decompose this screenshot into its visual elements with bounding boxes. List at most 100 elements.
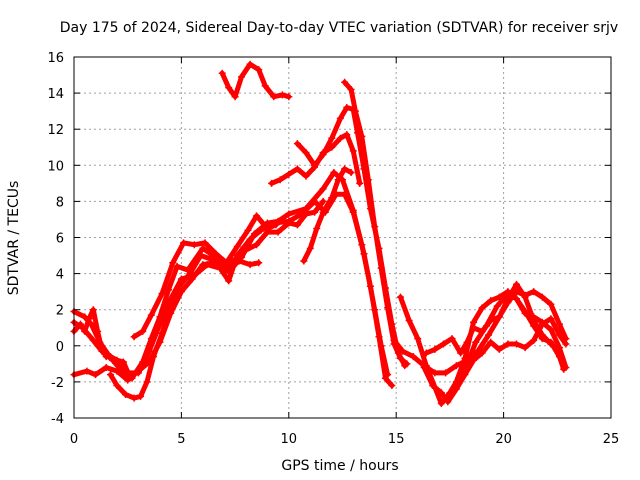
data-point-marker	[311, 163, 319, 171]
data-point-marker	[347, 85, 355, 93]
data-point-marker	[521, 344, 529, 352]
data-point-marker	[244, 226, 252, 234]
data-point-marker	[225, 277, 233, 285]
data-point-marker	[377, 264, 385, 272]
data-point-marker	[253, 241, 261, 249]
data-point-marker	[530, 313, 538, 321]
data-point-marker	[311, 208, 319, 216]
data-point-marker	[173, 262, 181, 270]
data-point-marker	[328, 194, 336, 202]
x-tick-label: 20	[495, 432, 512, 447]
data-point-marker	[461, 354, 469, 362]
data-point-marker	[343, 104, 351, 112]
data-point-marker	[336, 134, 344, 142]
data-point-marker	[319, 197, 327, 205]
data-point-marker	[293, 140, 301, 148]
data-point-marker	[512, 340, 520, 348]
data-point-marker	[504, 288, 512, 296]
x-tick-label: 15	[388, 432, 405, 447]
y-tick-label: 2	[56, 304, 64, 319]
data-point-marker	[246, 235, 254, 243]
data-point-marker	[538, 293, 546, 301]
data-point-marker	[293, 221, 301, 229]
data-point-marker	[227, 262, 235, 270]
data-point-marker	[562, 335, 570, 343]
data-point-marker	[201, 239, 209, 247]
data-point-marker	[89, 336, 97, 344]
x-axis-ticks: 0 5 10 15 20 25	[70, 57, 619, 447]
data-point-marker	[470, 318, 478, 326]
data-point-marker	[341, 165, 349, 173]
data-point-marker	[285, 170, 293, 178]
data-point-marker	[180, 239, 188, 247]
series-line	[453, 289, 569, 385]
data-point-marker	[512, 295, 520, 303]
data-point-marker	[285, 210, 293, 218]
series-line	[269, 132, 363, 186]
data-point-marker	[470, 356, 478, 364]
y-tick-label: 10	[47, 159, 64, 174]
series-line	[391, 281, 562, 376]
series-line	[71, 191, 395, 388]
data-point-marker	[145, 347, 153, 355]
data-point-marker	[457, 349, 465, 357]
data-point-marker	[81, 313, 89, 321]
data-point-marker	[134, 367, 142, 375]
data-point-marker	[302, 172, 310, 180]
data-point-marker	[334, 176, 342, 184]
x-tick-label: 5	[177, 432, 185, 447]
data-point-marker	[461, 371, 469, 379]
data-point-marker	[147, 311, 155, 319]
data-point-marker	[199, 244, 207, 252]
data-point-marker	[137, 392, 145, 400]
series-line	[71, 198, 326, 383]
data-point-marker	[268, 179, 276, 187]
data-point-marker	[263, 224, 271, 232]
data-point-marker	[246, 60, 254, 68]
data-point-marker	[396, 293, 404, 301]
series-line	[421, 316, 569, 405]
y-tick-label: 14	[47, 87, 64, 102]
data-point-marker	[261, 82, 269, 90]
data-point-marker	[231, 93, 239, 101]
data-point-marker	[495, 345, 503, 353]
data-point-marker	[487, 317, 495, 325]
data-point-marker	[431, 345, 439, 353]
data-point-marker	[278, 91, 286, 99]
y-tick-label: -4	[51, 412, 64, 427]
data-point-marker	[555, 320, 563, 328]
data-point-marker	[270, 93, 278, 101]
data-point-marker	[409, 353, 417, 361]
series-track-5	[130, 212, 280, 341]
data-point-marker	[431, 369, 439, 377]
series-track-6	[70, 306, 134, 380]
data-point-marker	[381, 374, 389, 382]
data-point-marker	[375, 333, 383, 341]
data-point-marker	[218, 69, 226, 77]
data-point-marker	[319, 149, 327, 157]
data-point-marker	[156, 320, 164, 328]
data-point-marker	[388, 382, 396, 390]
data-point-marker	[448, 335, 456, 343]
data-point-marker	[300, 257, 308, 265]
data-point-marker	[422, 349, 430, 357]
data-point-marker	[197, 252, 205, 260]
grid-layer	[74, 57, 611, 418]
data-point-marker	[246, 261, 254, 269]
data-point-marker	[358, 132, 366, 140]
data-point-marker	[485, 331, 493, 339]
data-point-marker	[143, 378, 151, 386]
data-point-marker	[319, 208, 327, 216]
data-point-marker	[547, 315, 555, 323]
data-point-marker	[399, 347, 407, 355]
data-point-marker	[233, 243, 241, 251]
data-point-marker	[512, 280, 520, 288]
data-point-marker	[530, 336, 538, 344]
data-point-marker	[439, 340, 447, 348]
data-point-marker	[311, 197, 319, 205]
data-point-marker	[91, 371, 99, 379]
data-point-marker	[414, 335, 422, 343]
data-point-marker	[276, 176, 284, 184]
data-point-marker	[521, 291, 529, 299]
